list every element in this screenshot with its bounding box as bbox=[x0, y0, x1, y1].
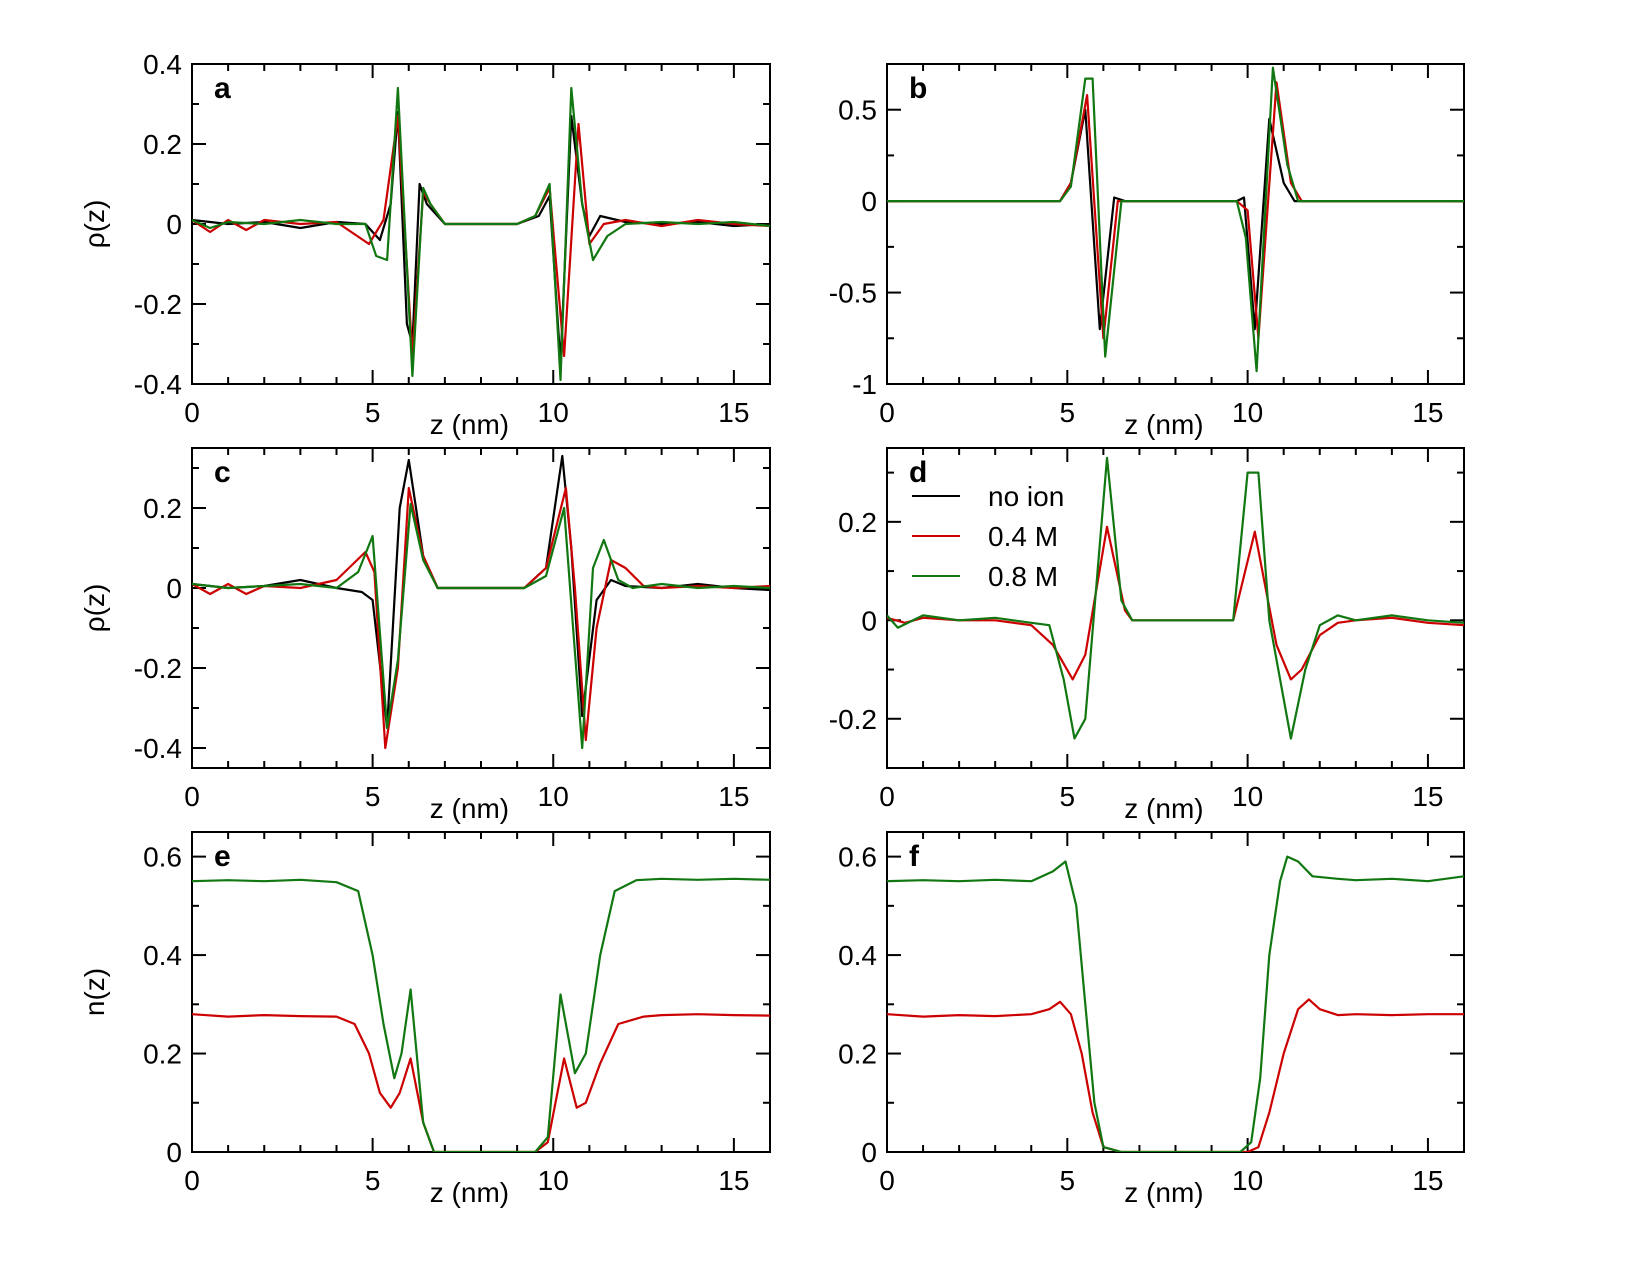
y-tick-label: -0.2 bbox=[134, 653, 182, 684]
x-tick-label: 0 bbox=[184, 397, 200, 428]
x-tick-label: 0 bbox=[184, 781, 200, 812]
x-tick-label: 5 bbox=[1060, 1165, 1076, 1196]
x-tick-label: 10 bbox=[1232, 781, 1263, 812]
series-line-0-8-m bbox=[887, 855, 1464, 1152]
x-axis-label: z (nm) bbox=[430, 409, 509, 440]
y-tick-label: 0 bbox=[861, 1137, 877, 1168]
y-axis-label: ρ(z) bbox=[79, 584, 110, 633]
series-line-0-4-m bbox=[192, 486, 770, 750]
panel-d: 0 5 10 15 -0.2 0 0.2 z (nm) d bbox=[829, 447, 1465, 824]
x-tick-label: 15 bbox=[718, 397, 749, 428]
y-tick-label: 0 bbox=[861, 186, 877, 217]
legend: no ion 0.4 M 0.8 M bbox=[912, 481, 1064, 592]
y-tick-label: -0.4 bbox=[134, 369, 182, 400]
y-tick-label: 0.4 bbox=[143, 49, 182, 80]
y-axis-label: ρ(z) bbox=[79, 200, 110, 249]
x-tick-label: 0 bbox=[879, 781, 895, 812]
x-tick-label: 0 bbox=[879, 397, 895, 428]
plot-frame bbox=[886, 63, 1465, 385]
y-tick-label: 0 bbox=[166, 1137, 182, 1168]
x-tick-label: 0 bbox=[879, 1165, 895, 1196]
series-line-0-4-m bbox=[887, 525, 1464, 681]
series-line-0-8-m bbox=[192, 502, 770, 750]
panel-letter-c: c bbox=[214, 456, 231, 489]
legend-label-0-8m: 0.8 M bbox=[988, 561, 1058, 592]
y-tick-label: 0 bbox=[166, 573, 182, 604]
x-axis-label: z (nm) bbox=[1124, 793, 1203, 824]
x-axis-label: z (nm) bbox=[1124, 409, 1203, 440]
x-tick-label: 15 bbox=[1412, 781, 1443, 812]
series-line-0-4-m bbox=[192, 114, 770, 358]
y-axis-label: n(z) bbox=[79, 968, 110, 1016]
y-tick-label: 0.2 bbox=[143, 1039, 182, 1070]
x-tick-label: 5 bbox=[1060, 397, 1076, 428]
x-axis-label: z (nm) bbox=[430, 793, 509, 824]
plot-frame bbox=[191, 447, 771, 769]
x-tick-label: 10 bbox=[538, 781, 569, 812]
y-tick-label: 0.2 bbox=[838, 507, 877, 538]
y-tick-label: -0.4 bbox=[134, 733, 182, 764]
y-tick-label: -0.5 bbox=[829, 278, 877, 309]
series-line-no-ion bbox=[887, 108, 1464, 331]
panel-b: 0 5 10 15 -1 -0.5 0 0.5 z (nm) b bbox=[829, 63, 1465, 440]
series-line-0-4-m bbox=[887, 998, 1464, 1152]
panel-letter-d: d bbox=[909, 456, 927, 489]
y-tick-label: 0.5 bbox=[838, 95, 877, 126]
y-tick-label: 0 bbox=[166, 209, 182, 240]
x-tick-label: 5 bbox=[365, 1165, 381, 1196]
x-axis-label: z (nm) bbox=[1124, 1177, 1203, 1208]
x-tick-label: 15 bbox=[718, 781, 749, 812]
y-tick-label: 0.2 bbox=[838, 1039, 877, 1070]
x-tick-label: 0 bbox=[184, 1165, 200, 1196]
y-tick-label: 0 bbox=[861, 605, 877, 636]
x-tick-label: 10 bbox=[1232, 1165, 1263, 1196]
series-line-0-4-m bbox=[887, 81, 1464, 340]
y-tick-label: -0.2 bbox=[829, 704, 877, 735]
series-line-0-8-m bbox=[887, 66, 1464, 373]
series-line-no-ion bbox=[192, 110, 770, 366]
y-tick-label: 0.6 bbox=[143, 842, 182, 873]
y-tick-label: 0.2 bbox=[143, 493, 182, 524]
legend-label-0-4m: 0.4 M bbox=[988, 521, 1058, 552]
x-tick-label: 10 bbox=[1232, 397, 1263, 428]
y-tick-label: 0.6 bbox=[838, 842, 877, 873]
y-tick-label: -1 bbox=[852, 369, 877, 400]
x-tick-label: 5 bbox=[365, 397, 381, 428]
panel-letter-a: a bbox=[214, 72, 231, 105]
plot-frame bbox=[886, 447, 1465, 769]
panel-letter-f: f bbox=[909, 840, 920, 873]
series-line-0-8-m bbox=[192, 877, 770, 1152]
panel-letter-b: b bbox=[909, 72, 927, 105]
x-axis-label: z (nm) bbox=[430, 1177, 509, 1208]
y-tick-label: 0.4 bbox=[838, 940, 877, 971]
y-tick-label: -0.2 bbox=[134, 289, 182, 320]
panel-f: 0 5 10 15 0 0.2 0.4 0.6 z (nm) f bbox=[838, 831, 1465, 1208]
series-line-no-ion bbox=[192, 454, 770, 730]
series-line-0-4-m bbox=[192, 1013, 770, 1152]
y-tick-label: 0.4 bbox=[143, 940, 182, 971]
series-line-0-8-m bbox=[887, 456, 1464, 740]
x-tick-label: 5 bbox=[1060, 781, 1076, 812]
x-tick-label: 15 bbox=[718, 1165, 749, 1196]
series-line-0-8-m bbox=[192, 86, 770, 382]
y-tick-label: 0.2 bbox=[143, 129, 182, 160]
x-tick-label: 15 bbox=[1412, 1165, 1443, 1196]
panel-e: 0 5 10 15 0 0.2 0.4 0.6 z (nm) n(z) e bbox=[79, 831, 771, 1208]
panel-c: 0 5 10 15 -0.4 -0.2 0 0.2 z (nm) ρ(z) c bbox=[79, 447, 771, 824]
x-tick-label: 10 bbox=[538, 397, 569, 428]
x-tick-label: 15 bbox=[1412, 397, 1443, 428]
panel-a: 0 5 10 15 -0.4 -0.2 0 0.2 0.4 z (nm) ρ(z) a bbox=[79, 49, 771, 440]
legend-label-no-ion: no ion bbox=[988, 481, 1064, 512]
x-tick-label: 10 bbox=[538, 1165, 569, 1196]
panel-letter-e: e bbox=[214, 840, 231, 873]
x-tick-label: 5 bbox=[365, 781, 381, 812]
